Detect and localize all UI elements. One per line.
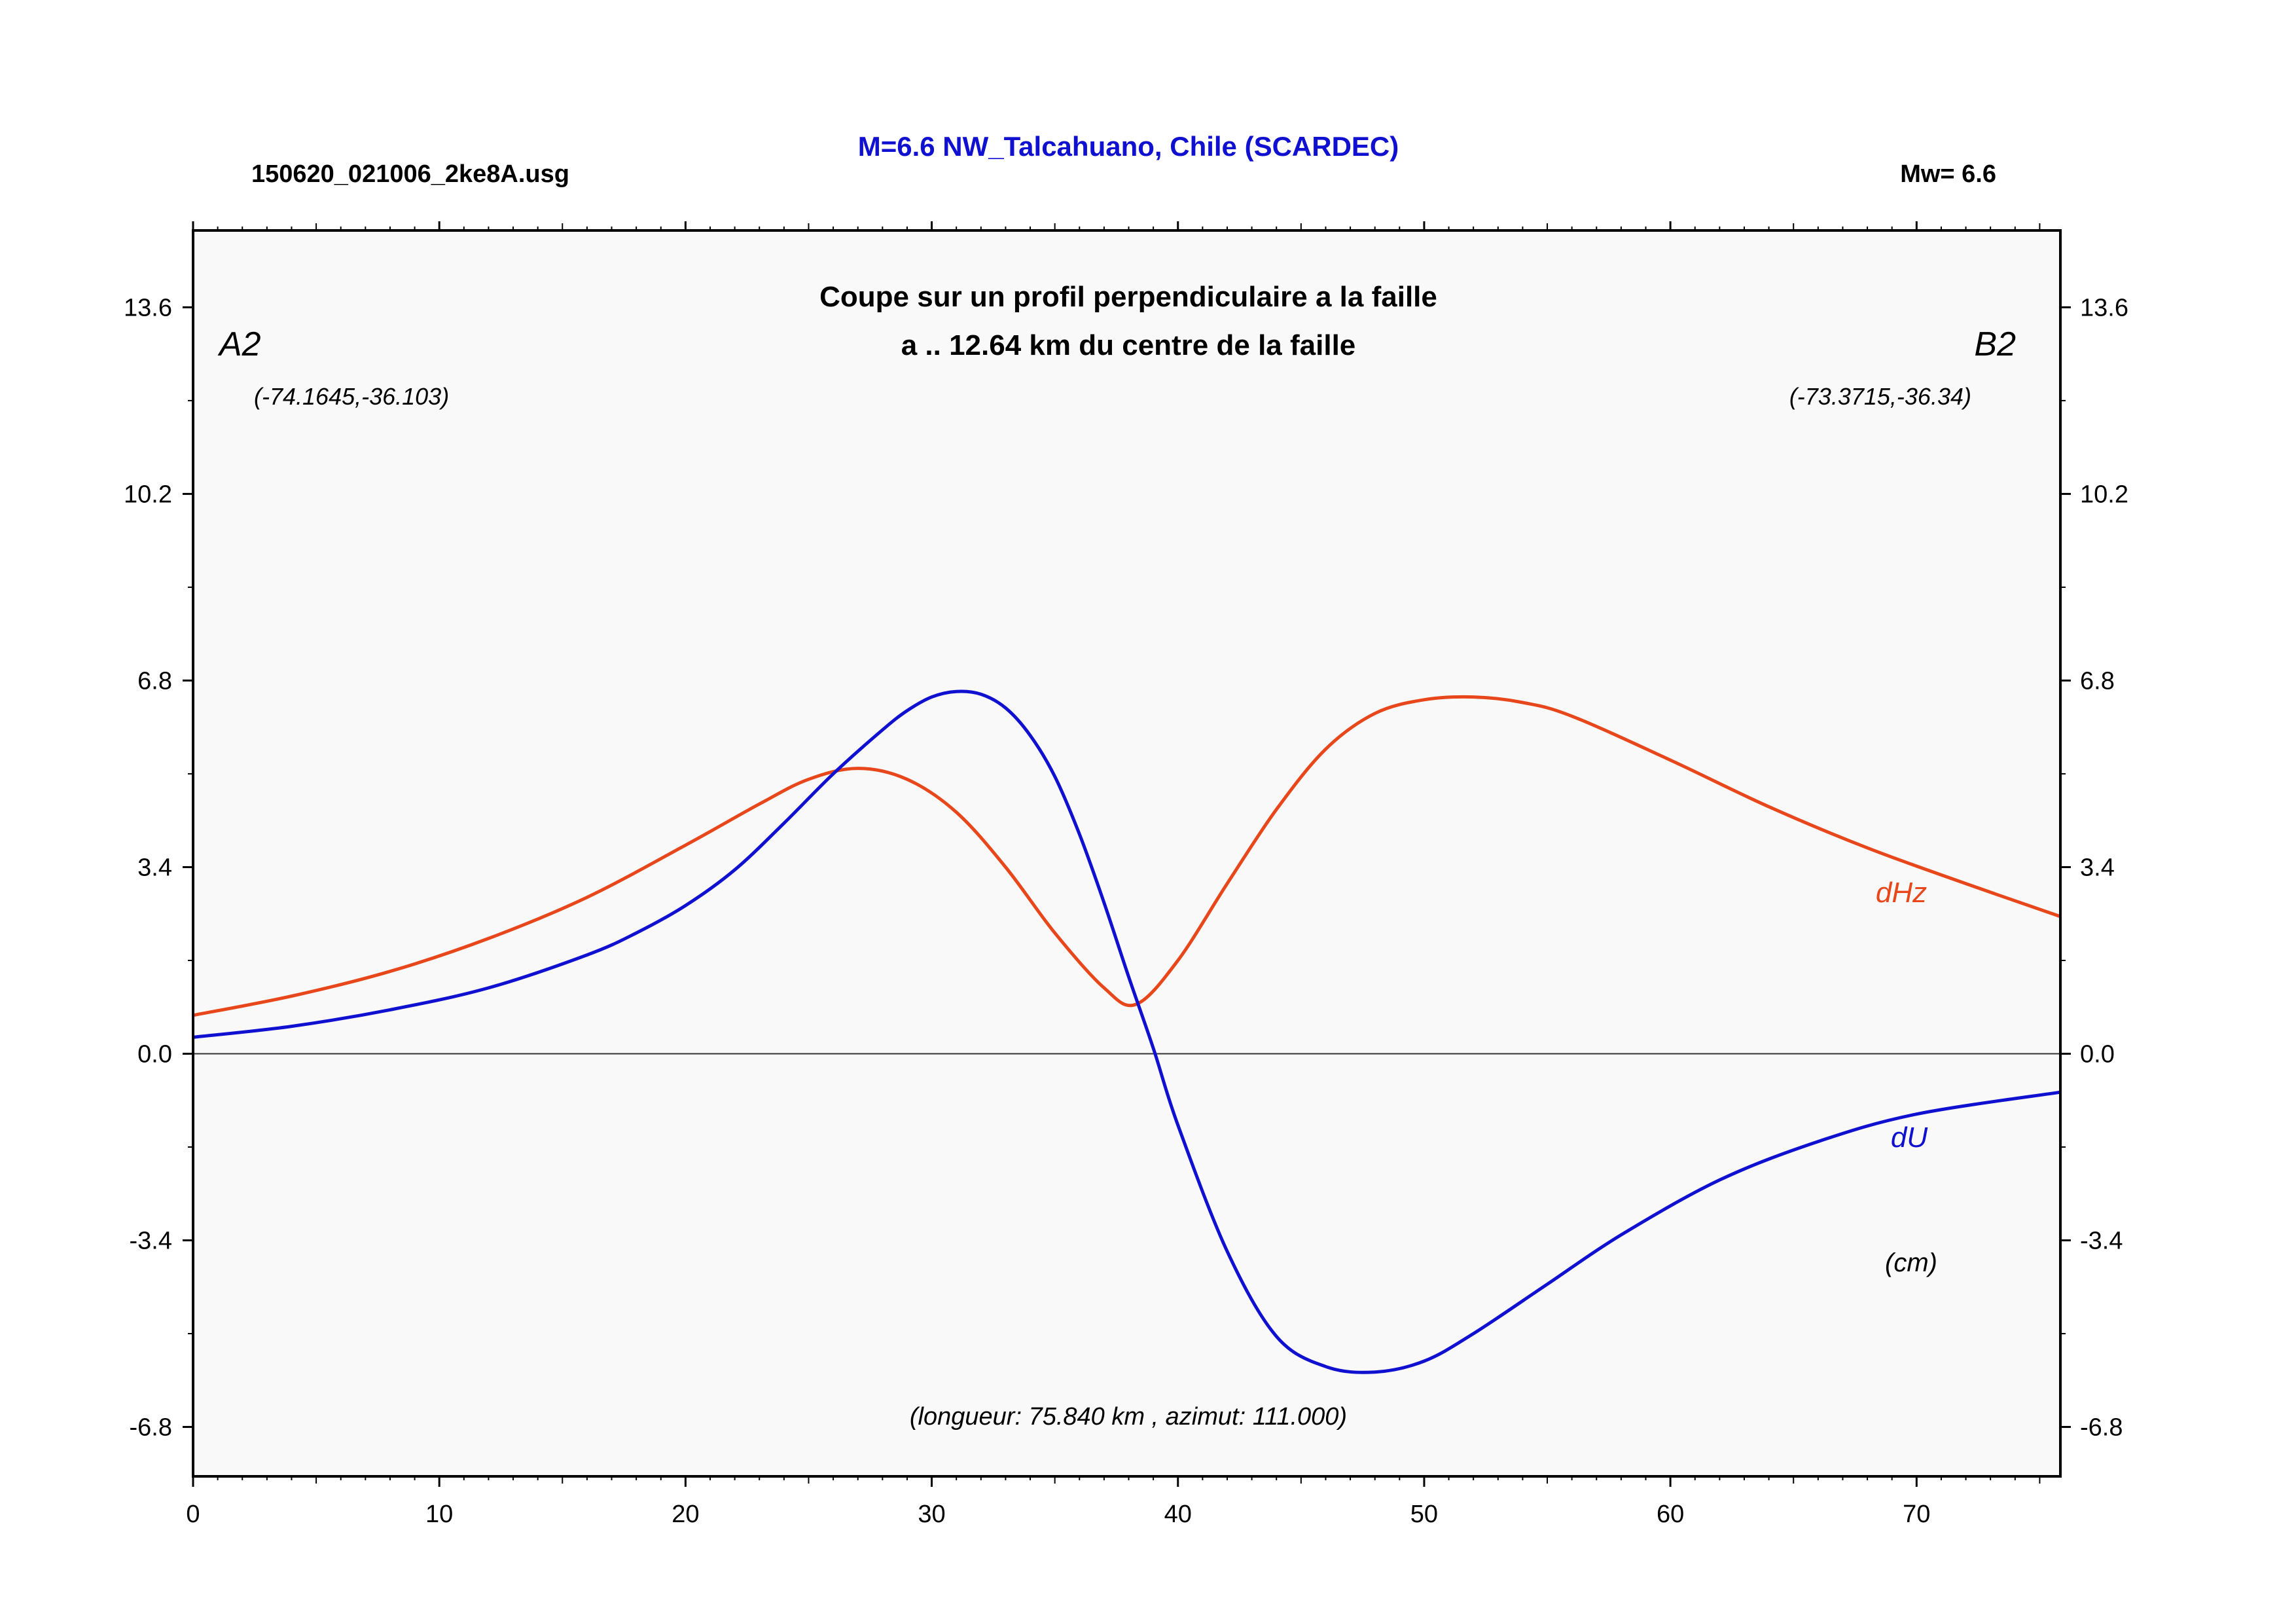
y-tick-label-right: 10.2 [2080, 481, 2128, 508]
profile-start-coords: (-74.1645,-36.103) [254, 383, 449, 410]
profile-start-label: A2 [217, 325, 261, 363]
profile-end-coords: (-73.3715,-36.34) [1789, 383, 1971, 410]
filename-label: 150620_021006_2ke8A.usg [251, 160, 569, 188]
profile-footer: (longueur: 75.840 km , azimut: 111.000) [910, 1403, 1347, 1431]
plot-area [193, 230, 2060, 1476]
x-tick-label: 10 [425, 1501, 453, 1528]
main-title: M=6.6 NW_Talcahuano, Chile (SCARDEC) [858, 131, 1399, 162]
y-tick-label-left: 6.8 [137, 667, 172, 695]
y-tick-label-left: -6.8 [130, 1414, 172, 1442]
chart-title: Coupe sur un profil perpendiculaire a la… [819, 281, 1437, 313]
y-tick-label-left: 0.0 [137, 1040, 172, 1068]
x-tick-label: 30 [918, 1501, 945, 1528]
y-tick-label-left: 3.4 [137, 854, 172, 881]
y-tick-label-right: -3.4 [2080, 1228, 2123, 1255]
y-tick-label-right: 6.8 [2080, 667, 2115, 695]
y-tick-label-right: -6.8 [2080, 1414, 2123, 1442]
magnitude-label: Mw= 6.6 [1900, 160, 1996, 188]
plot-frame [192, 229, 2062, 1478]
x-tick-label: 0 [186, 1501, 200, 1528]
series-line-dU [192, 689, 2061, 1374]
x-tick-label: 50 [1410, 1501, 1438, 1528]
y-tick-label-left: 10.2 [124, 481, 172, 508]
profile-end-label: B2 [1974, 325, 2016, 363]
y-tick-label-right: 0.0 [2080, 1040, 2115, 1068]
series-line-dHz [192, 695, 2061, 1017]
units-label: (cm) [1885, 1249, 1937, 1277]
x-tick-label: 70 [1903, 1501, 1930, 1528]
y-tick-label-left: 13.6 [124, 294, 172, 321]
x-tick-label: 40 [1164, 1501, 1192, 1528]
chart-subtitle: a .. 12.64 km du centre de la faille [901, 329, 1356, 361]
y-tick-label-left: -3.4 [130, 1228, 172, 1255]
y-tick-label-right: 3.4 [2080, 854, 2115, 881]
series-label-dHz: dHz [1876, 877, 1927, 909]
y-tick-label-right: 13.6 [2080, 294, 2128, 321]
x-tick-label: 60 [1657, 1501, 1684, 1528]
x-tick-label: 20 [672, 1501, 699, 1528]
series-label-dU: dU [1891, 1122, 1928, 1154]
